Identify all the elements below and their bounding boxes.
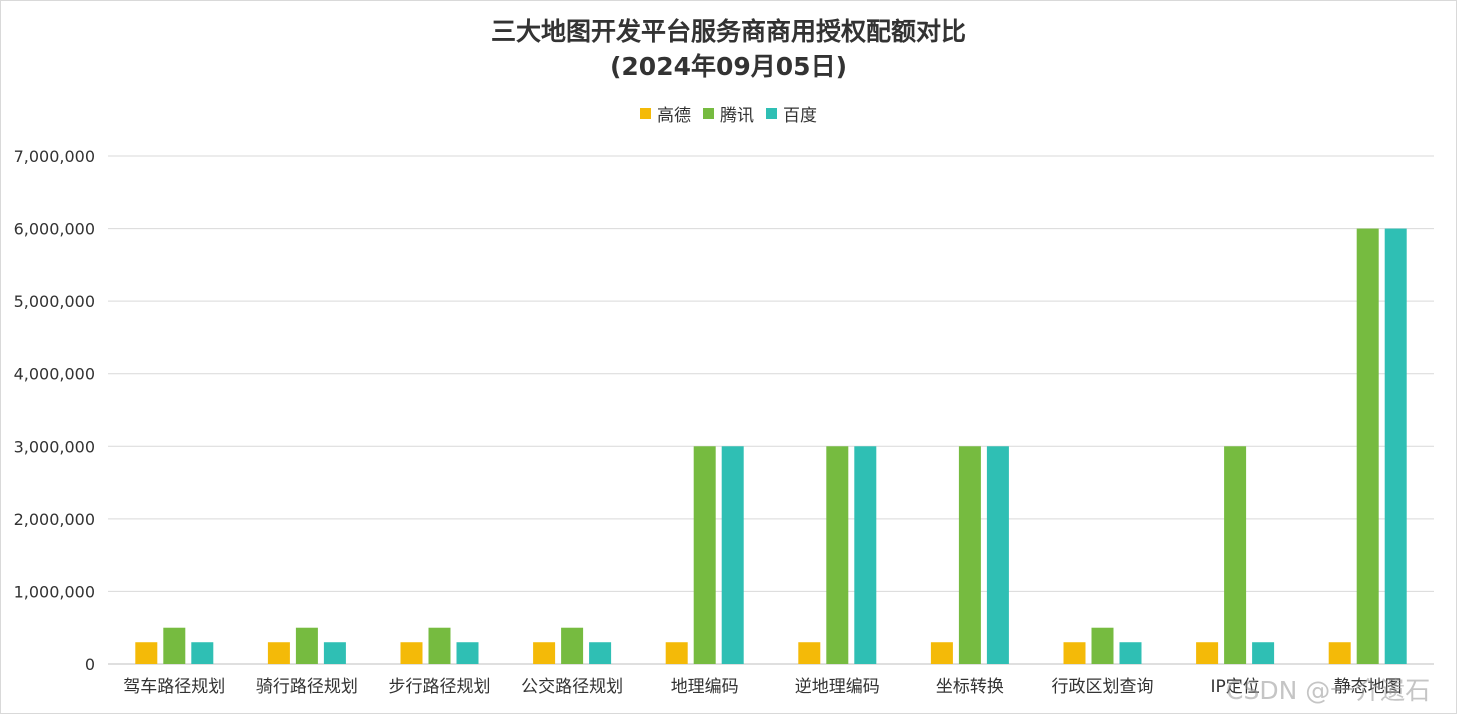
legend-label-tencent: 腾讯 — [720, 106, 754, 126]
bar — [826, 446, 849, 664]
legend-item-gaode[interactable]: 高德 — [640, 101, 691, 126]
chart-subtitle: (2024年09月05日) — [609, 52, 847, 81]
y-tick-label: 3,000,000 — [14, 437, 95, 456]
bar — [721, 446, 744, 664]
y-tick-label: 2,000,000 — [14, 510, 95, 529]
bar — [561, 627, 584, 664]
y-tick-label: 6,000,000 — [14, 220, 95, 239]
bar — [135, 642, 158, 664]
chart-title: 三大地图开发平台服务商商用授权配额对比 — [490, 17, 966, 46]
bar — [798, 642, 821, 664]
bar — [1196, 642, 1219, 664]
legend-item-baidu[interactable]: 百度 — [766, 101, 817, 126]
bar — [665, 642, 688, 664]
chart-legend: 高德 腾讯 百度 — [0, 101, 1457, 126]
bar — [400, 642, 423, 664]
bar — [456, 642, 479, 664]
legend-item-tencent[interactable]: 腾讯 — [703, 101, 754, 126]
bar — [163, 627, 186, 664]
x-tick-label: 行政区划查询 — [1052, 677, 1154, 697]
bar — [1252, 642, 1275, 664]
bar — [1356, 228, 1379, 665]
y-tick-label: 5,000,000 — [14, 292, 95, 311]
legend-swatch-tencent — [703, 108, 714, 119]
bar — [323, 642, 346, 664]
legend-swatch-baidu — [766, 108, 777, 119]
x-tick-label: 骑行路径规划 — [256, 677, 358, 697]
y-tick-label: 4,000,000 — [14, 365, 95, 384]
bar — [854, 446, 877, 664]
bar — [1224, 446, 1247, 664]
bar — [1384, 228, 1407, 665]
x-tick-label: 地理编码 — [671, 677, 739, 697]
bar — [1119, 642, 1142, 664]
legend-label-baidu: 百度 — [783, 106, 817, 126]
bar — [589, 642, 612, 664]
y-tick-label: 7,000,000 — [14, 147, 95, 166]
x-tick-label: 驾车路径规划 — [123, 677, 225, 697]
x-tick-label: 公交路径规划 — [521, 677, 623, 697]
x-tick-label: 坐标转换 — [936, 677, 1004, 697]
bar — [930, 642, 953, 664]
legend-label-gaode: 高德 — [657, 106, 691, 126]
y-tick-label: 0 — [85, 655, 95, 674]
bar — [191, 642, 214, 664]
bar — [267, 642, 290, 664]
bar — [1091, 627, 1114, 664]
bar — [295, 627, 318, 664]
x-tick-label: 静态地图 — [1334, 677, 1402, 697]
x-tick-label: IP定位 — [1210, 677, 1259, 697]
bar — [533, 642, 556, 664]
bar — [986, 446, 1009, 664]
bar — [1328, 642, 1351, 664]
bar — [693, 446, 716, 664]
x-tick-label: 逆地理编码 — [795, 677, 880, 697]
legend-swatch-gaode — [640, 108, 651, 119]
watermark-text: CSDN @一介遗石 — [1226, 676, 1431, 705]
bar — [1063, 642, 1086, 664]
bar — [958, 446, 981, 664]
bar — [428, 627, 451, 664]
y-tick-label: 1,000,000 — [14, 582, 95, 601]
x-tick-label: 步行路径规划 — [389, 677, 491, 697]
